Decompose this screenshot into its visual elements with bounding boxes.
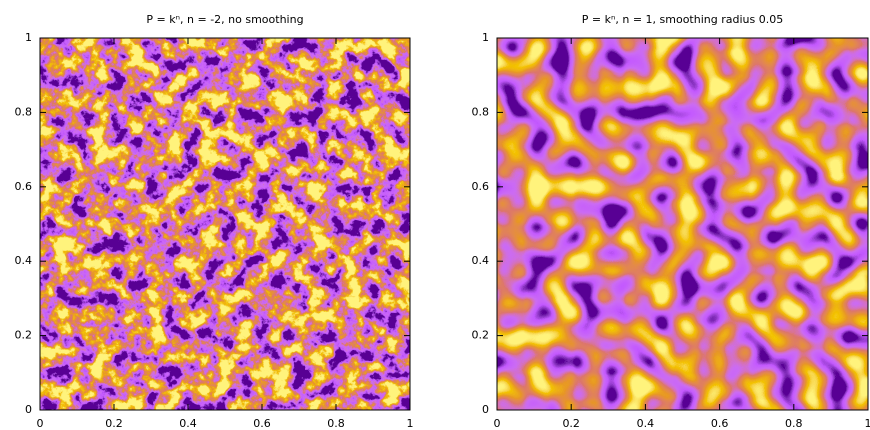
x-tick-label: 1 — [865, 417, 870, 430]
heatmap-image — [497, 38, 868, 410]
y-tick-label: 1 — [482, 31, 489, 44]
plot-border — [39, 37, 411, 411]
x-tick-label: 0.6 — [711, 417, 729, 430]
heatmap-image — [40, 38, 410, 410]
y-tick-label: 0 — [482, 403, 489, 416]
x-tick-label: 0.2 — [105, 417, 123, 430]
y-tick-label: 0.2 — [15, 329, 33, 342]
y-tick-label: 0.2 — [472, 329, 490, 342]
y-tick-label: 0.4 — [15, 254, 33, 267]
y-tick-label: 0.8 — [472, 105, 490, 118]
x-tick-label: 0.4 — [179, 417, 197, 430]
y-tick-label: 0.6 — [15, 180, 33, 193]
x-tick-label: 1 — [407, 417, 414, 430]
x-tick-label: 0 — [494, 417, 501, 430]
chart-title: P = kⁿ, n = 1, smoothing radius 0.05 — [582, 13, 783, 26]
y-tick-label: 0.8 — [15, 105, 33, 118]
x-tick-label: 0.4 — [637, 417, 655, 430]
x-tick-label: 0.6 — [253, 417, 271, 430]
x-tick-label: 0.8 — [327, 417, 345, 430]
y-tick-label: 1 — [25, 31, 32, 44]
plot-border — [496, 37, 869, 411]
y-tick-label: 0.6 — [472, 180, 490, 193]
chart-title: P = kⁿ, n = -2, no smoothing — [146, 13, 303, 26]
y-tick-label: 0 — [25, 403, 32, 416]
x-tick-label: 0.2 — [562, 417, 580, 430]
x-tick-label: 0 — [37, 417, 44, 430]
x-tick-label: 0.8 — [785, 417, 803, 430]
y-tick-label: 0.4 — [472, 254, 490, 267]
